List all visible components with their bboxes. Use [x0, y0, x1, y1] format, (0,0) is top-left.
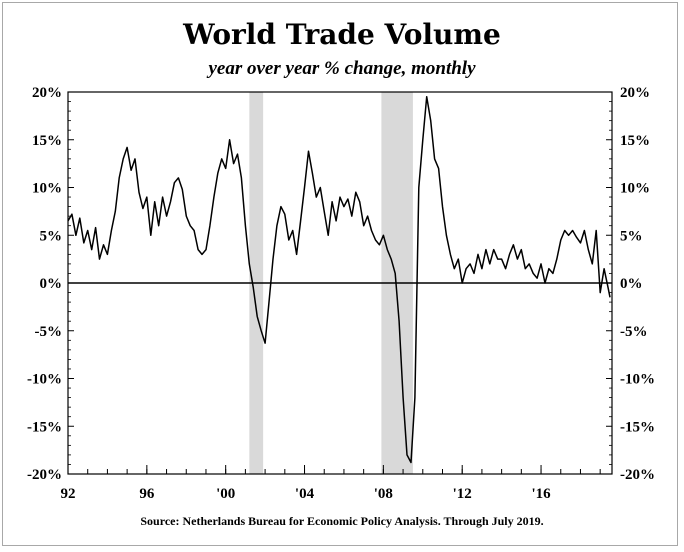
chart-frame	[2, 2, 678, 546]
y-tick-label-right: 15%	[620, 133, 650, 149]
series-line-1	[67, 96, 611, 464]
y-tick-label-right: -5%	[620, 324, 648, 340]
y-tick-label-right: -20%	[620, 467, 655, 483]
chart-source-note: Source: Netherlands Bureau for Economic …	[140, 514, 544, 528]
y-tick-label-left: -10%	[27, 372, 62, 388]
x-tick-label: '04	[295, 486, 315, 502]
y-tick-label-left: -5%	[35, 324, 63, 340]
series-layer	[67, 96, 611, 464]
y-tick-label-left: 0%	[40, 276, 63, 292]
y-tick-label-right: 5%	[620, 228, 643, 244]
y-tick-label-left: -20%	[27, 467, 62, 483]
chart-title: World Trade Volume	[183, 18, 501, 51]
y-tick-label-left: 15%	[32, 133, 62, 149]
chart-subtitle: year over year % change, monthly	[208, 58, 476, 79]
y-tick-label-right: -15%	[620, 419, 655, 435]
tick-label-layer: 20% 20% 15% 15% 10% 10% 5% 5% 0% 0% -5% -5% -10% -10%…	[27, 85, 655, 502]
x-tick-label: 96	[139, 486, 155, 502]
y-tick-label-left: 10%	[32, 181, 62, 197]
x-tick-label: '08	[374, 486, 393, 502]
tick-layer	[67, 91, 612, 475]
x-tick-label: '12	[453, 486, 472, 502]
y-tick-label-left: -15%	[27, 419, 62, 435]
x-tick-label: 92	[61, 486, 76, 502]
x-tick-label: '00	[216, 486, 235, 502]
y-tick-label-right: 20%	[620, 85, 650, 101]
y-tick-label-left: 5%	[40, 228, 63, 244]
y-tick-label-right: 0%	[620, 276, 643, 292]
x-tick-label: '16	[531, 486, 551, 502]
y-tick-label-left: 20%	[32, 85, 62, 101]
y-tick-label-right: 10%	[620, 181, 650, 197]
y-tick-label-right: -10%	[620, 372, 655, 388]
